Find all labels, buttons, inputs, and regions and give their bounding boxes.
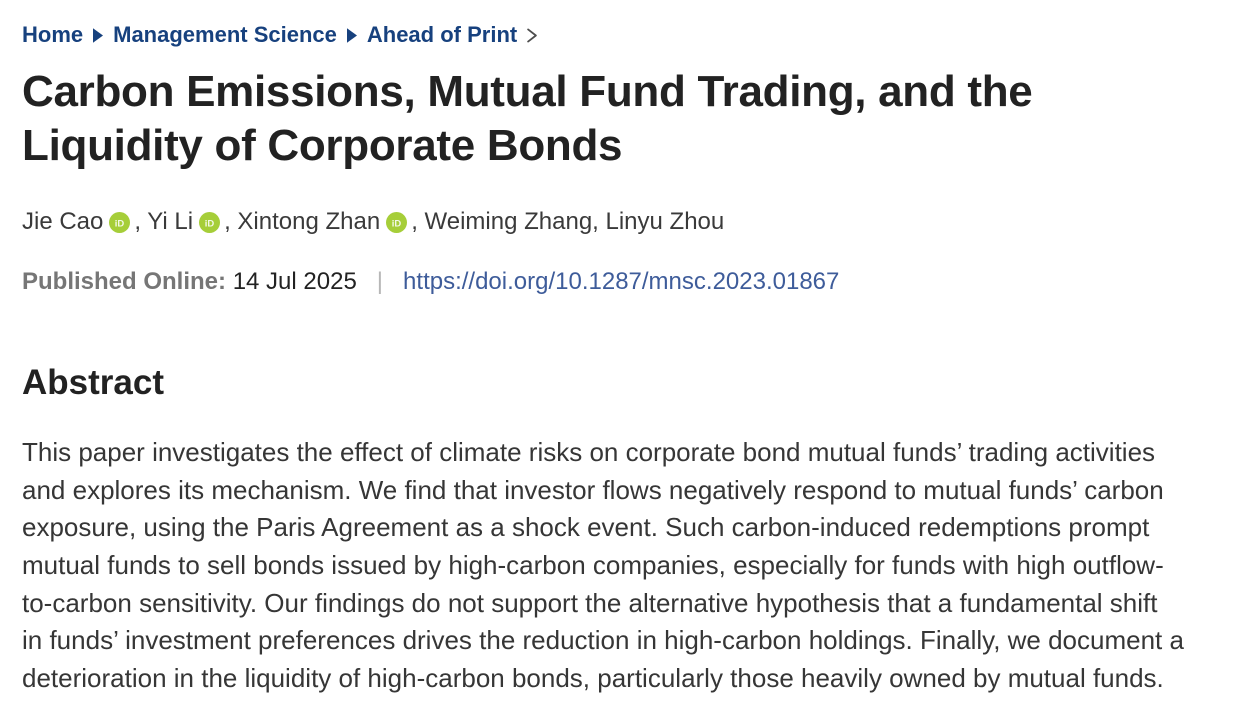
svg-text:iD: iD xyxy=(115,218,125,229)
svg-text:iD: iD xyxy=(205,218,215,229)
svg-text:iD: iD xyxy=(392,218,402,229)
